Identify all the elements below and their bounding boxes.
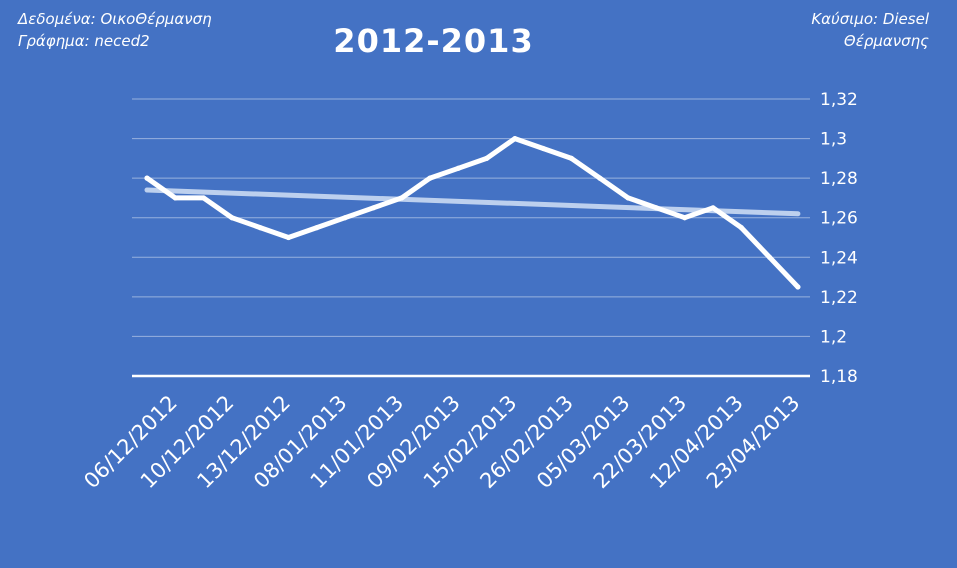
y-tick-label: 1,28	[820, 169, 858, 189]
y-tick-label: 1,26	[820, 209, 858, 229]
y-tick-label: 1,32	[820, 90, 858, 110]
data-point	[682, 215, 688, 221]
data-point	[540, 145, 546, 152]
y-tick-label: 1,22	[820, 288, 858, 308]
data-source-note: Δεδομένα: ΟικοΘέρμανση	[18, 10, 212, 28]
series-line	[144, 136, 801, 290]
data-point	[427, 175, 433, 181]
header-notes-right: Καύσιμο: Diesel Θέρμανσης	[811, 8, 929, 52]
data-point	[314, 225, 320, 231]
data-point	[172, 195, 178, 201]
chart-title: 2012-2013	[333, 22, 534, 60]
data-point	[201, 195, 207, 201]
y-tick-label: 1,24	[820, 248, 858, 268]
data-point	[653, 205, 660, 211]
data-point	[625, 195, 631, 201]
data-point	[512, 135, 518, 142]
data-point	[795, 284, 801, 290]
data-point	[229, 215, 235, 221]
data-point	[597, 175, 603, 181]
data-point	[738, 225, 744, 231]
data-point	[484, 155, 490, 161]
data-point	[370, 205, 376, 211]
y-tick-label: 1,3	[820, 130, 847, 150]
data-point	[568, 155, 575, 161]
chart-credit-note: Γράφημα: neced2	[18, 32, 150, 50]
data-point	[144, 175, 150, 181]
trendline	[144, 187, 801, 217]
header-notes-left: Δεδομένα: ΟικοΘέρμανση Γράφημα: neced2	[18, 8, 212, 52]
fuel-type-note-cont: Θέρμανσης	[843, 32, 929, 50]
data-point	[399, 195, 405, 201]
fuel-type-note: Καύσιμο: Diesel	[811, 10, 929, 28]
y-tick-label: 1,18	[820, 367, 858, 387]
data-point	[710, 205, 716, 211]
data-point	[257, 225, 263, 231]
data-point	[455, 165, 461, 171]
data-point	[342, 215, 348, 221]
y-tick-label: 1,2	[820, 327, 847, 347]
data-point	[767, 254, 773, 260]
data-point	[285, 234, 292, 241]
